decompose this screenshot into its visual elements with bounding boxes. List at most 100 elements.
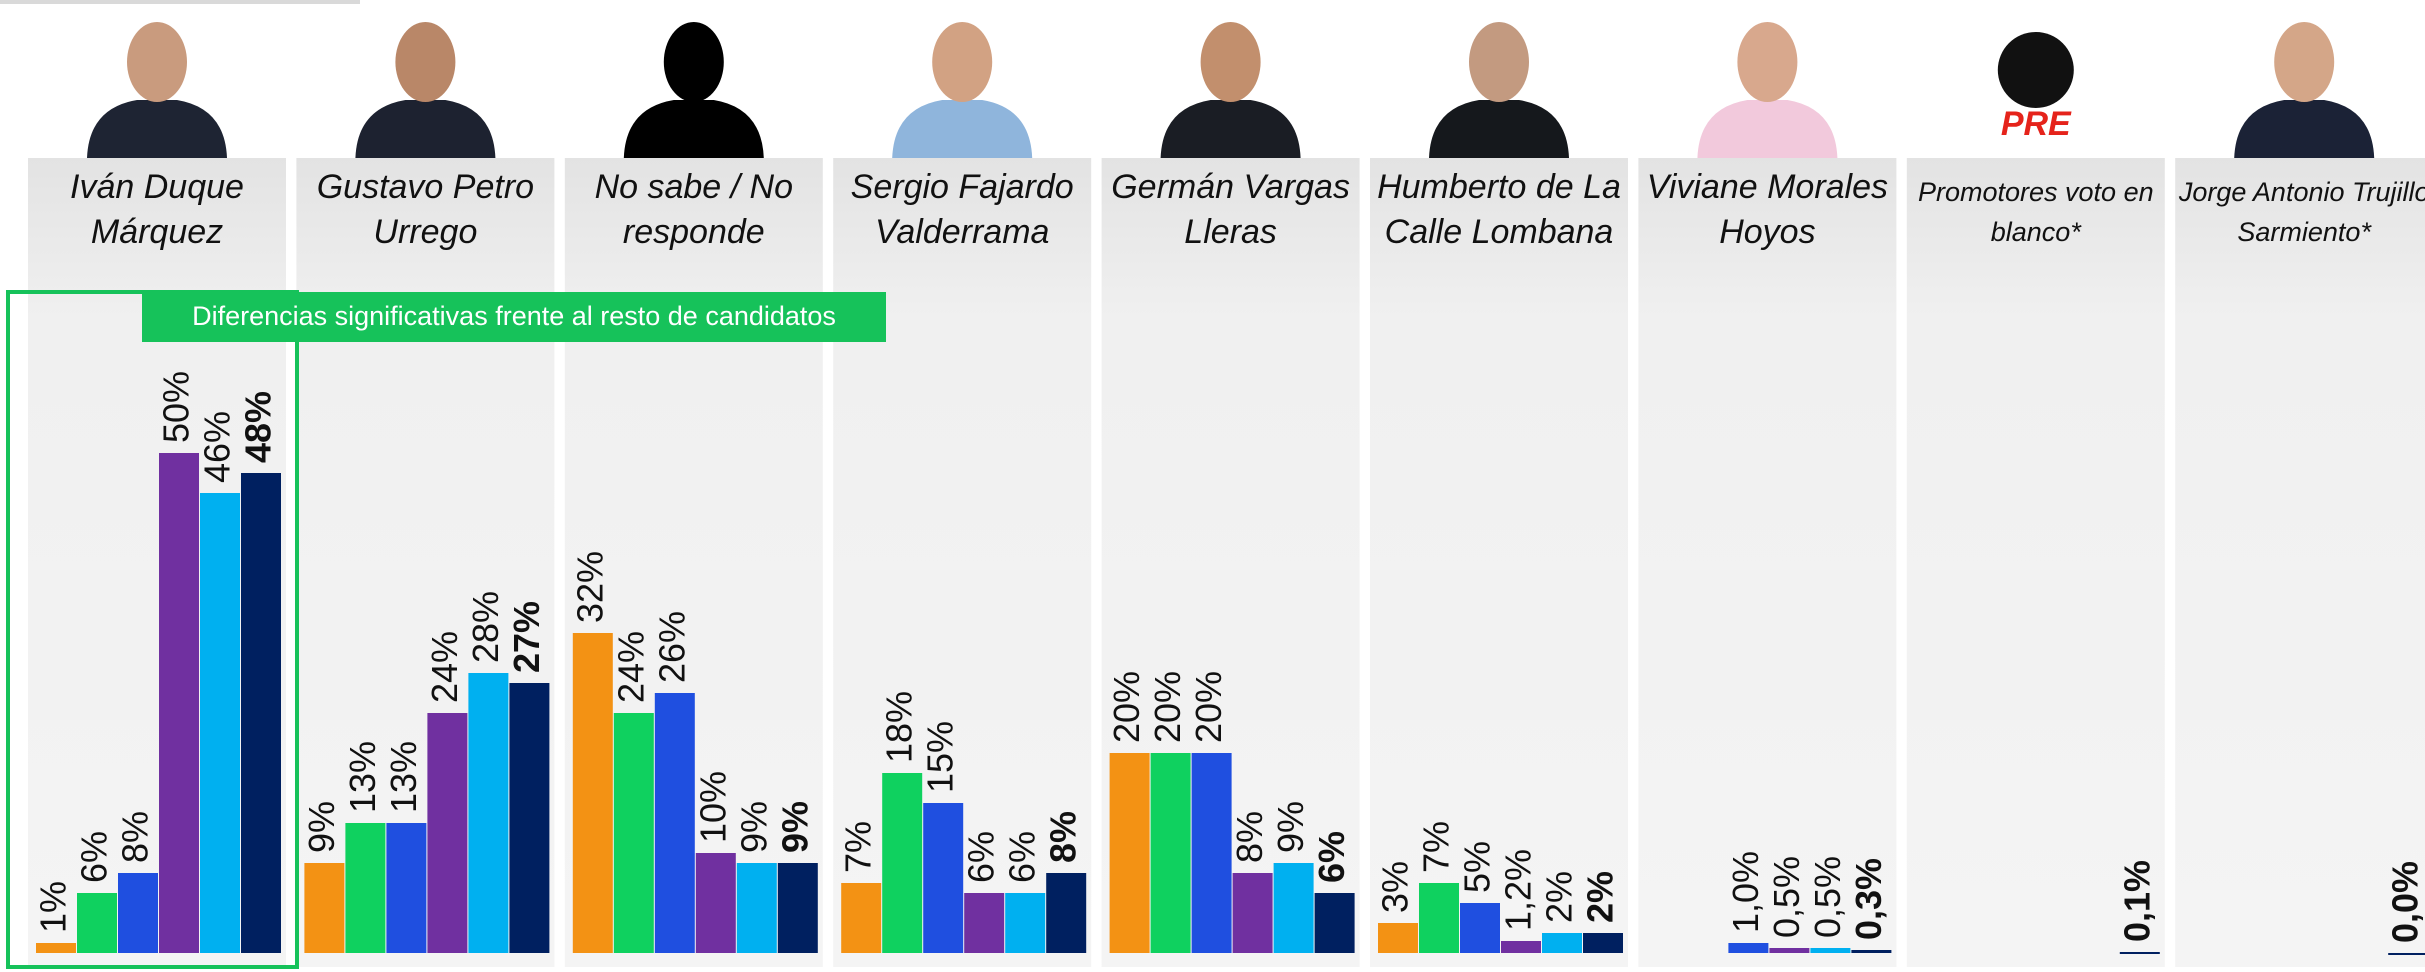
portrait-head [663,22,724,102]
bar [1109,753,1150,953]
value-label: 50% [156,371,197,443]
value-label: 0,1% [2116,860,2157,942]
value-label: 1% [33,881,74,933]
value-label: 5% [1457,841,1498,893]
value-label: 0,3% [1848,858,1889,940]
bar [695,853,736,953]
candidate-name: Iván Duque Márquez [70,168,244,251]
bar [923,803,964,953]
bar [159,453,199,953]
candidate-name: Viviane Morales Hoyos [1646,168,1889,251]
portrait-body [1697,100,1838,158]
portrait-body [355,100,496,158]
bar [1273,863,1314,953]
bar [1191,753,1232,953]
bar [386,823,427,953]
bar [1314,893,1355,953]
bar [1542,933,1582,953]
value-label: 46% [197,411,238,483]
value-label: 9% [301,801,342,853]
bar [241,473,281,953]
bar [427,713,468,953]
candidate-name: Sergio Fajardo Valderrama [850,168,1074,251]
portrait-body [1160,100,1301,158]
value-label: 24% [424,631,465,703]
value-label: 20% [1147,671,1188,743]
bar [777,863,818,953]
candidate-name: Jorge Antonio Trujillo Sarmiento* [2178,177,2425,247]
value-label: 13% [342,741,383,813]
value-label: 10% [692,771,733,843]
bar [1769,948,1810,953]
logo-text: PRE [2001,105,2072,143]
value-label: 8% [1043,811,1084,863]
value-label: 8% [1229,811,1270,863]
portrait-head [2274,22,2335,102]
value-label: 2% [1580,871,1621,923]
column-background [1906,158,2165,967]
column-background [1638,158,1897,967]
bar [2388,953,2425,955]
bar [77,893,117,953]
value-label: 26% [651,611,692,683]
portrait-head [395,22,456,102]
bar [654,693,695,953]
portrait-head [1200,22,1261,102]
bar [841,883,882,953]
value-label: 32% [569,551,610,623]
candidate-name: Germán Vargas Lleras [1111,168,1350,251]
bar [118,873,158,953]
bar [304,863,345,953]
value-label: 0,5% [1766,856,1807,938]
bar [1232,873,1273,953]
bar [36,943,76,953]
bar [964,893,1005,953]
bar [613,713,654,953]
value-label: 9% [1270,801,1311,853]
value-label: 1,2% [1498,849,1539,931]
candidate-name: No sabe / No responde [594,168,794,251]
bar [1005,893,1046,953]
value-label: 0,0% [2385,861,2425,943]
bar [736,863,777,953]
portrait-head [1737,22,1798,102]
bar [1046,873,1087,953]
bar [1419,883,1459,953]
value-label: 18% [879,691,920,763]
bar [882,773,923,953]
candidate-name: Humberto de La Calle Lombana [1377,168,1621,251]
value-label: 8% [115,811,156,863]
portrait-body [87,100,227,158]
value-label: 6% [1002,831,1043,883]
value-label: 9% [774,801,815,853]
bar [1583,933,1623,953]
bar [468,673,509,953]
value-label: 7% [838,821,879,873]
bar [1460,903,1500,953]
value-label: 1,0% [1725,851,1766,933]
logo-mark [1997,32,2074,108]
value-label: 6% [961,831,1002,883]
bar [345,823,386,953]
value-label: 3% [1375,861,1416,913]
portrait-body [1429,100,1569,158]
top-rule [0,0,360,4]
column-background [2175,158,2425,967]
value-label: 6% [74,831,115,883]
candidate-name: Promotores voto en blanco* [1917,177,2154,247]
portrait-body [2234,100,2375,158]
portrait-head [932,22,993,102]
bar [200,493,240,953]
value-label: 7% [1416,821,1457,873]
annotation-box [142,292,886,342]
value-label: 24% [610,631,651,703]
value-label: 20% [1106,671,1147,743]
value-label: 13% [383,741,424,813]
bar [572,633,613,953]
portrait-head [127,22,187,102]
value-label: 28% [465,591,506,663]
value-label: 27% [506,601,547,673]
value-label: 9% [733,801,774,853]
